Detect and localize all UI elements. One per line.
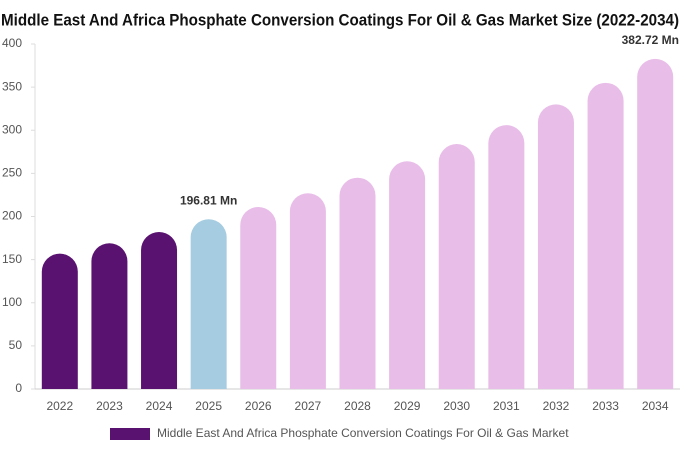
y-tick-label: 150 — [2, 252, 22, 266]
y-tick-label: 400 — [2, 36, 22, 50]
legend-swatch — [110, 428, 150, 440]
bar — [389, 161, 426, 389]
bar — [289, 193, 326, 389]
y-tick-label: 50 — [9, 338, 23, 352]
x-tick-label: 2031 — [493, 399, 520, 413]
x-tick-label: 2029 — [394, 399, 421, 413]
bar — [587, 82, 624, 389]
value-label: 382.72 Mn — [622, 33, 679, 47]
bar — [488, 125, 525, 389]
x-tick-label: 2030 — [443, 399, 470, 413]
x-tick-label: 2024 — [146, 399, 173, 413]
bar — [190, 219, 227, 389]
x-tick-label: 2028 — [344, 399, 371, 413]
bar — [240, 207, 277, 389]
bar — [438, 144, 475, 389]
x-tick-label: 2033 — [592, 399, 619, 413]
bar — [141, 232, 178, 389]
bar — [537, 104, 574, 389]
bar — [91, 243, 128, 389]
x-tick-label: 2022 — [46, 399, 73, 413]
y-tick-label: 100 — [2, 295, 22, 309]
x-tick-label: 2027 — [295, 399, 322, 413]
x-tick-label: 2032 — [543, 399, 570, 413]
bar — [41, 253, 78, 389]
legend-label: Middle East And Africa Phosphate Convers… — [157, 426, 569, 440]
y-tick-label: 200 — [2, 209, 22, 223]
bar — [339, 177, 376, 389]
y-tick-label: 250 — [2, 166, 22, 180]
bar — [637, 58, 674, 390]
y-tick-label: 0 — [15, 381, 22, 395]
x-tick-label: 2025 — [195, 399, 222, 413]
x-tick-label: 2034 — [642, 399, 669, 413]
chart-title: Middle East And Africa Phosphate Convers… — [1, 10, 679, 29]
y-tick-label: 350 — [2, 79, 22, 93]
x-tick-label: 2023 — [96, 399, 123, 413]
y-tick-label: 300 — [2, 122, 22, 136]
value-label: 196.81 Mn — [180, 193, 237, 207]
x-tick-label: 2026 — [245, 399, 272, 413]
